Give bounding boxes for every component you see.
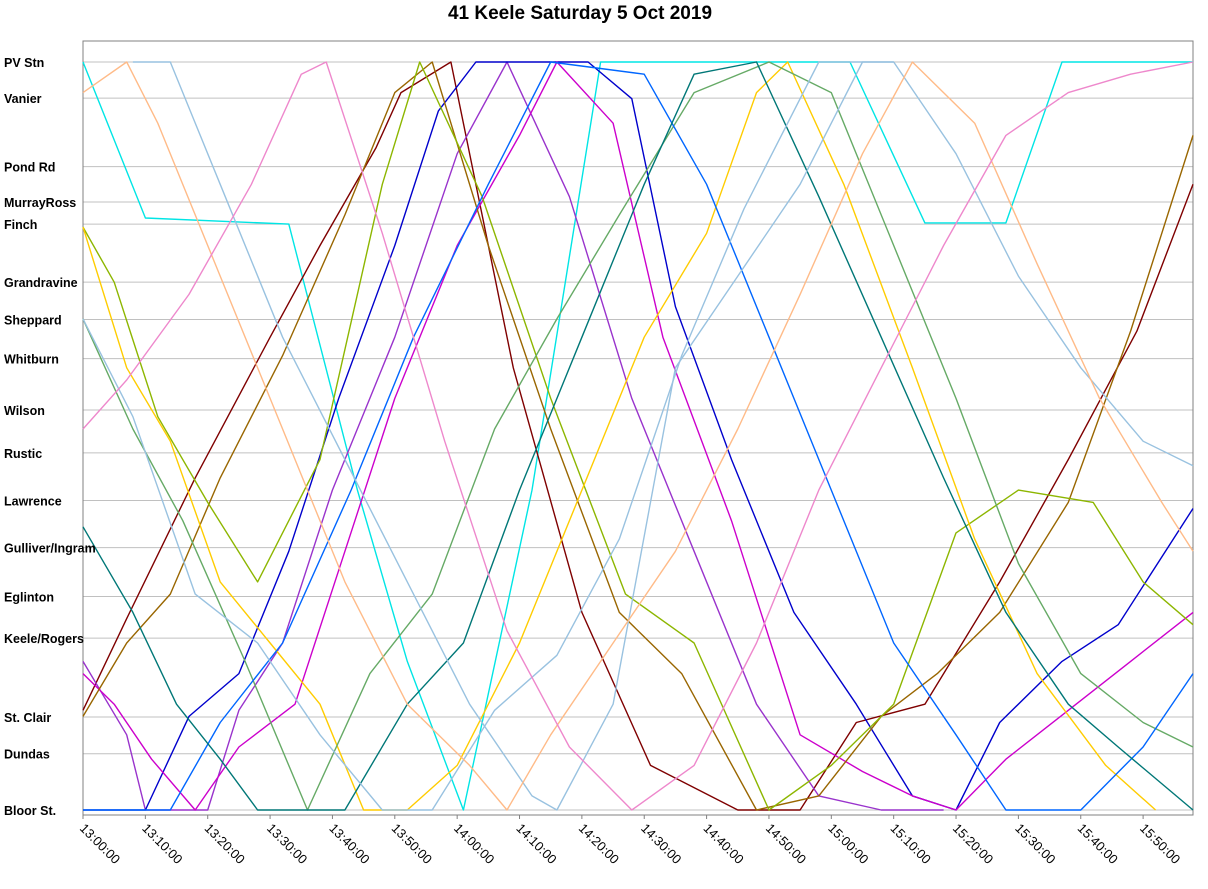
bus-trip-line-14 bbox=[82, 61, 1194, 811]
x-tick-label: 15:20:00 bbox=[950, 821, 996, 867]
bus-trip-line-0 bbox=[82, 61, 1193, 811]
bus-trip-line-2 bbox=[82, 61, 944, 811]
plot-area-border bbox=[82, 40, 1194, 816]
series-layer bbox=[82, 61, 1194, 811]
stop-label: Wilson bbox=[4, 404, 45, 418]
stop-label: Finch bbox=[4, 218, 37, 232]
stop-label: Whitburn bbox=[4, 353, 59, 367]
bus-trip-line-10 bbox=[82, 61, 1194, 811]
stop-label: Lawrence bbox=[4, 495, 62, 509]
stop-labels: PV Stn Vanier Pond Rd MurrayRoss Finch Grandr… bbox=[4, 56, 96, 818]
stop-label: St. Clair bbox=[4, 711, 51, 725]
x-tick-label: 13:30:00 bbox=[264, 821, 310, 867]
x-tick-label: 13:00:00 bbox=[77, 821, 123, 867]
x-tick-label: 15:00:00 bbox=[825, 821, 871, 867]
x-tick-label: 14:00:00 bbox=[451, 821, 497, 867]
time-labels: 13:00:00 13:10:00 13:20:00 13:30:00 13:40:00… bbox=[77, 815, 1183, 867]
x-tick-label: 14:10:00 bbox=[513, 821, 559, 867]
stop-label: Bloor St. bbox=[4, 804, 56, 818]
stop-label: Vanier bbox=[4, 92, 42, 106]
x-tick-label: 13:40:00 bbox=[326, 821, 372, 867]
bus-trip-line-8 bbox=[82, 61, 1194, 811]
stop-label: Rustic bbox=[4, 447, 42, 461]
x-tick-label: 14:50:00 bbox=[763, 821, 809, 867]
x-tick-label: 15:50:00 bbox=[1137, 821, 1183, 867]
chart-title: 41 Keele Saturday 5 Oct 2019 bbox=[447, 3, 713, 24]
x-tick-label: 13:10:00 bbox=[139, 821, 185, 867]
bus-trip-line-1 bbox=[82, 61, 1194, 811]
stop-label: Sheppard bbox=[4, 313, 62, 327]
x-tick-label: 15:10:00 bbox=[888, 821, 934, 867]
bus-trip-line-13 bbox=[82, 61, 1194, 811]
x-tick-label: 15:40:00 bbox=[1075, 821, 1121, 867]
bus-trip-line-12 bbox=[132, 61, 894, 811]
bus-trip-line-11 bbox=[82, 61, 1194, 811]
stop-label: MurrayRoss bbox=[4, 196, 76, 210]
bus-trip-line-6 bbox=[82, 61, 1194, 811]
bus-trip-line-3 bbox=[83, 61, 1194, 811]
bus-trip-line-5 bbox=[82, 61, 1194, 811]
stop-label: Gulliver/Ingram bbox=[4, 542, 96, 556]
stop-label: Keele/Rogers bbox=[4, 632, 84, 646]
x-tick-label: 14:40:00 bbox=[700, 821, 746, 867]
stop-label: Pond Rd bbox=[4, 161, 55, 175]
x-tick-label: 14:30:00 bbox=[638, 821, 684, 867]
grid-lines bbox=[83, 61, 1193, 811]
bus-trip-line-9 bbox=[83, 61, 1194, 811]
stop-label: PV Stn bbox=[4, 56, 44, 70]
bus-trip-line-4 bbox=[82, 61, 1194, 811]
stop-label: Grandravine bbox=[4, 276, 78, 290]
bus-trip-line-7 bbox=[82, 61, 1157, 811]
x-tick-label: 14:20:00 bbox=[576, 821, 622, 867]
x-tick-label: 15:30:00 bbox=[1012, 821, 1058, 867]
stop-label: Eglinton bbox=[4, 591, 54, 605]
x-tick-label: 13:50:00 bbox=[389, 821, 435, 867]
stop-label: Dundas bbox=[4, 748, 50, 762]
x-tick-label: 13:20:00 bbox=[202, 821, 248, 867]
